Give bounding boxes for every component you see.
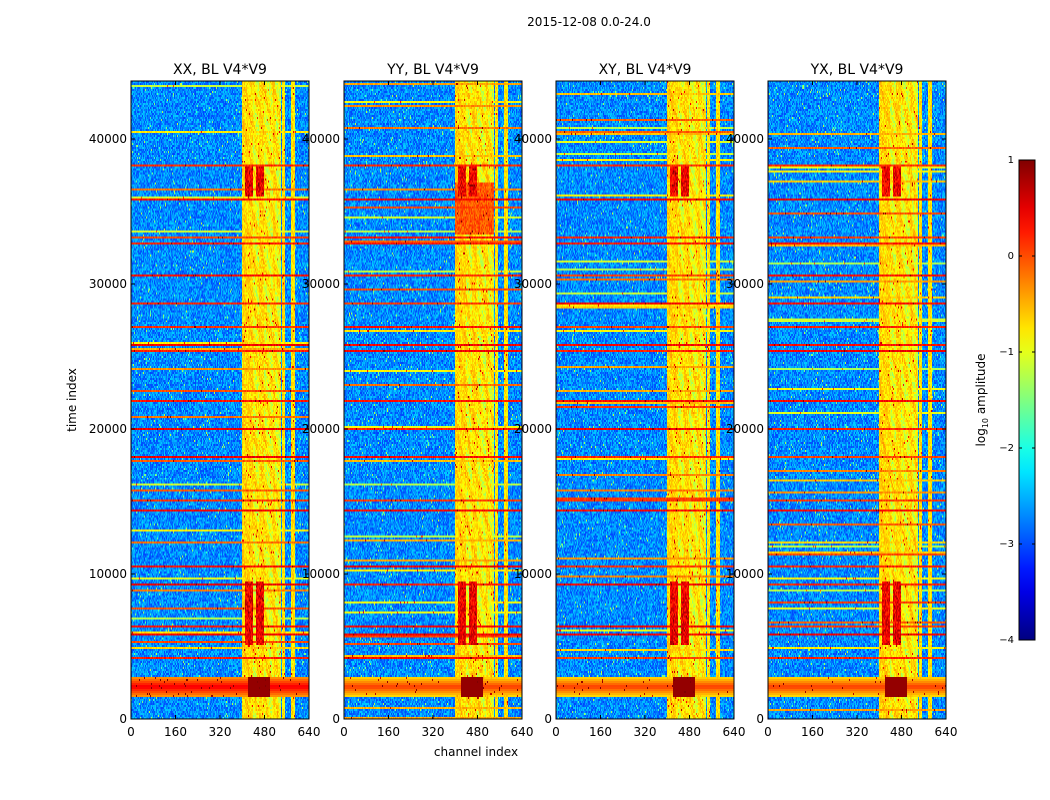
colorbar-tick-label: 1 [1008,155,1014,166]
x-axis-label: channel index [434,745,518,759]
x-tick-label: 320 [634,725,657,739]
y-tick-label: 0 [119,712,127,726]
colorbar-tick-label: −3 [999,539,1014,550]
y-axis-label: time index [65,368,79,432]
panel-2: YY, BL V4*V9 0 160 320 480 640 0 10000 20000 3000… [302,62,534,739]
x-tick-label: 320 [422,725,445,739]
colorbar-scale [1018,159,1036,641]
y-tick-label: 30000 [302,277,340,291]
x-tick-label: 0 [552,725,560,739]
x-tick-label: 0 [764,725,772,739]
panel-2-heatmap [344,81,522,719]
colorbar-label-rest: amplitude [974,354,988,418]
x-tick-label: 0 [127,725,135,739]
y-tick-label: 20000 [89,422,127,436]
y-tick-label: 10000 [514,567,552,581]
x-tick-label: 160 [801,725,824,739]
y-tick-label: 10000 [302,567,340,581]
panel-4: YX, BL V4*V9 0 160 320 480 640 0 10000 20000 3000… [726,62,958,739]
colorbar-label-main: log [974,428,988,446]
x-tick-label: 160 [589,725,612,739]
x-tick-label: 320 [209,725,232,739]
y-tick-label: 10000 [726,567,764,581]
y-tick-label: 40000 [302,132,340,146]
y-tick-label: 40000 [89,132,127,146]
panel-2-title: YY, BL V4*V9 [386,62,479,78]
y-tick-label: 10000 [89,567,127,581]
panel-1-heatmap [131,81,309,719]
x-tick-label: 160 [164,725,187,739]
panel-3-title: XY, BL V4*V9 [599,62,692,78]
y-tick-label: 0 [332,712,340,726]
y-tick-label: 30000 [514,277,552,291]
x-tick-label: 160 [377,725,400,739]
y-tick-label: 20000 [302,422,340,436]
figure-suptitle: 2015-12-08 0.0-24.0 [527,15,651,29]
x-tick-label: 640 [935,725,958,739]
x-tick-label: 480 [890,725,913,739]
y-tick-label: 30000 [726,277,764,291]
y-tick-label: 0 [756,712,764,726]
panel-1: XX, BL V4*V9 0 160 320 480 640 0 10000 20000 3000… [89,62,321,739]
x-tick-label: 0 [340,725,348,739]
y-tick-label: 30000 [89,277,127,291]
colorbar-tick-label: −1 [999,347,1014,358]
y-tick-label: 40000 [726,132,764,146]
x-tick-label: 480 [678,725,701,739]
x-tick-label: 640 [723,725,746,739]
x-tick-label: 320 [846,725,869,739]
panel-4-heatmap [768,81,946,719]
panel-1-title: XX, BL V4*V9 [173,62,267,78]
colorbar-tick-label: −4 [999,635,1014,646]
y-tick-label: 0 [544,712,552,726]
panel-3-heatmap [556,81,734,719]
panels-group: XX, BL V4*V9 0 160 320 480 640 0 10000 20000 3000… [89,62,958,739]
x-tick-label: 480 [253,725,276,739]
panel-4-title: YX, BL V4*V9 [810,62,904,78]
x-tick-label: 640 [298,725,321,739]
y-tick-label: 40000 [514,132,552,146]
colorbar-tick-label: −2 [999,443,1014,454]
panel-3: XY, BL V4*V9 0 160 320 480 640 0 10000 20000 3000… [514,62,746,739]
x-tick-label: 480 [466,725,489,739]
colorbar-label-subscript: 10 [981,418,990,428]
x-tick-label: 640 [511,725,534,739]
colorbar-label: log10 amplitude [974,354,990,447]
y-tick-label: 20000 [514,422,552,436]
y-tick-label: 20000 [726,422,764,436]
colorbar-tick-label: 0 [1008,251,1014,262]
